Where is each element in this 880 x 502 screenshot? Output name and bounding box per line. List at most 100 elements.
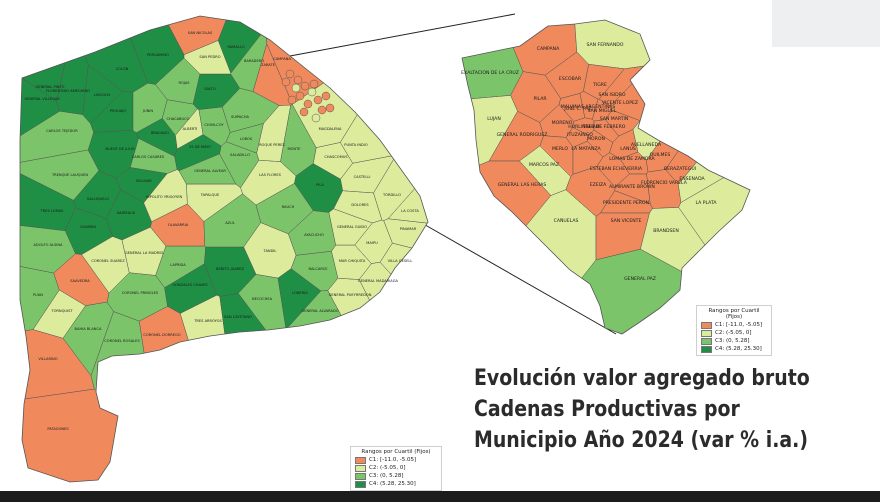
municipio-label: DOLORES	[351, 203, 369, 207]
main-map	[20, 16, 428, 482]
municipio-label: CORONEL ROSALES	[104, 339, 140, 343]
municipio-label: VILLARINO	[38, 357, 57, 361]
municipio-label: BOLIVAR	[136, 179, 152, 183]
municipio-label: CHIVILCOY	[204, 123, 224, 127]
legend-item: C2: (-5.05, 0]	[355, 464, 437, 472]
municipio-label: AYACUCHO	[304, 233, 324, 237]
municipio-label: GENERAL LAS HERAS	[498, 182, 547, 188]
municipio-label: OLAVARRIA	[168, 223, 189, 227]
main-map-outline	[19, 15, 429, 483]
legend-item: C2: (-5.05, 0]	[701, 329, 767, 337]
municipio-label: GENERAL LA MADRID	[125, 251, 164, 255]
municipio-label: 25 DE MAYO	[189, 145, 211, 149]
municipio-label: LAS FLORES	[259, 173, 282, 177]
municipio-label: BENITO JUAREZ	[216, 267, 245, 271]
municipio-label: LA COSTA	[401, 209, 419, 213]
municipio-label: ADOLFO ALSINA	[33, 243, 63, 247]
municipio-label: GUAMINI	[80, 225, 96, 229]
municipio-label: EZEIZA	[590, 182, 607, 188]
municipio-label: LA MATANZA	[571, 146, 601, 152]
municipio-label: TORNQUIST	[50, 309, 73, 313]
municipio-region	[573, 20, 750, 70]
legend-swatch	[355, 456, 366, 464]
municipio-region	[178, 153, 237, 185]
municipio-region	[340, 16, 428, 164]
municipio-label: SAN PEDRO	[199, 55, 220, 59]
municipio-region	[20, 388, 208, 482]
metro-municipio	[313, 95, 323, 105]
municipio-label: RAUCH	[282, 205, 295, 209]
legend-inset: Rangos por Cuartil (Fijos) C1: [-11.0, -…	[696, 305, 772, 356]
municipio-label: BALCARCE	[309, 267, 329, 271]
main-map-labels: GENERAL VILLEGAS FLORENTINO AMEGHINO CARLO…	[24, 31, 419, 431]
bottom-bar	[0, 491, 880, 502]
municipio-label: MORON	[587, 136, 605, 142]
municipio-label: PILAR	[533, 96, 547, 102]
municipio-label: QUILMES	[650, 152, 671, 158]
municipio-label: ENSENADA	[679, 176, 705, 182]
municipio-label: AZUL	[225, 221, 235, 225]
municipio-label: BERAZATEGUI	[664, 166, 696, 172]
municipio-label: GENERAL PAZ	[624, 276, 656, 282]
legend-title: Rangos por Cuartil (Fijos)	[361, 449, 431, 455]
metro-municipio	[300, 81, 310, 91]
municipio-region	[565, 127, 589, 148]
metro-municipio	[303, 99, 313, 109]
metro-municipio	[317, 105, 327, 115]
legend-label: C4: (5.28, 25.30]	[369, 481, 416, 487]
municipio-label: MARCOS PAZ	[529, 162, 559, 168]
metro-municipio	[293, 75, 303, 85]
municipio-label: MERLO	[552, 146, 568, 152]
municipio-label: LAPRIDA	[170, 263, 186, 267]
municipio-label: GENERAL MADARIAGA	[358, 279, 398, 283]
municipio-label: TORDILLO	[382, 193, 401, 197]
legend-label: C3: (0, 5.28]	[715, 338, 750, 344]
municipio-label: SUIPACHA	[231, 115, 250, 119]
municipio-label: PINAMAR	[400, 227, 417, 231]
municipio-label: TANDIL	[263, 249, 277, 253]
municipio-label: SAN MARTIN	[600, 116, 629, 122]
municipio-label: TRENQUE LAUQUEN	[51, 173, 88, 177]
municipio-label: TIGRE	[592, 82, 607, 88]
legend-swatch	[701, 321, 712, 329]
legend-item: C4: (5.28, 25.30]	[701, 345, 767, 353]
municipio-region	[105, 189, 152, 241]
municipio-label: CARLOS TEJEDOR	[46, 129, 78, 133]
municipio-label: ESCOBAR	[559, 76, 582, 82]
municipio-label: CARLOS CASARES	[132, 155, 165, 159]
municipio-label: GENERAL ALVARADO	[301, 309, 338, 313]
municipio-label: PATAGONES	[47, 427, 69, 431]
municipio-label: MORENO	[552, 120, 573, 126]
municipio-label: GENERAL GUIDO	[337, 225, 367, 229]
legend-swatch	[355, 472, 366, 480]
metro-municipio	[299, 107, 309, 117]
municipio-label: ESTEBAN ECHEVERRIA	[590, 166, 643, 172]
inset-map	[462, 20, 750, 334]
metro-municipio	[309, 79, 319, 89]
metro-municipio	[311, 113, 321, 123]
municipio-label: SAN VICENTE	[611, 218, 642, 224]
metro-municipio	[321, 91, 331, 101]
legend-main: Rangos por Cuartil (Fijos) C1: [-11.0, -…	[350, 446, 442, 491]
municipio-label: SAAVEDRA	[70, 279, 90, 283]
legend-label: C4: (5.28, 25.30]	[715, 346, 762, 352]
title-line-1: Evolución valor agregado bruto	[474, 366, 810, 391]
municipio-label: JUNIN	[142, 109, 153, 113]
legend-label: C3: (0, 5.28]	[369, 473, 404, 479]
municipio-label: ITUZAINGO	[567, 132, 593, 138]
municipio-label: SAN MIGUEL	[588, 108, 617, 114]
municipio-label: SAN CAYETANO	[224, 315, 252, 319]
metro-municipio	[325, 103, 335, 113]
municipio-label: CAÑUELAS	[554, 217, 579, 224]
municipio-label: GENERAL ALVEAR	[194, 169, 226, 173]
municipio-label: PRESIDENTE PERON	[603, 200, 649, 206]
legend-swatch	[355, 480, 366, 488]
municipio-label: PUAN	[33, 293, 43, 297]
municipio-label: JOSE C. PAZ	[563, 106, 591, 112]
municipio-label: CHASCOMUS	[324, 155, 348, 159]
municipio-region	[609, 129, 639, 160]
municipio-label: VICENTE LOPEZ	[602, 100, 638, 106]
municipio-region	[358, 261, 428, 426]
